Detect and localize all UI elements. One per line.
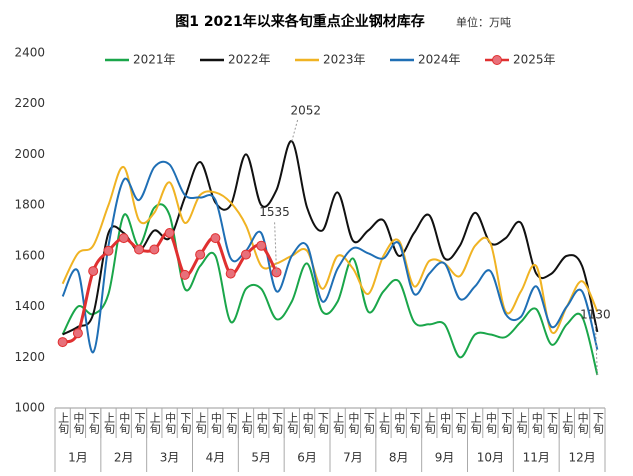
x-tick-label: 中旬 [209,412,222,435]
month-label: 9月 [435,451,455,465]
x-tick-label: 上旬 [515,412,528,435]
x-tick-label: 中旬 [484,412,497,435]
x-tick-label: 中旬 [164,412,177,435]
x-tick-label: 中旬 [530,412,543,435]
x-tick-label: 中旬 [393,412,406,435]
x-tick-label: 下旬 [454,412,467,435]
x-tick-label: 上旬 [194,412,207,435]
series-line [61,166,599,335]
leader [274,220,278,273]
series-line [61,230,278,344]
y-tick-label: 1000 [14,401,45,415]
point [134,244,145,255]
month-label: 11月 [523,451,550,465]
x-tick-label: 下旬 [225,412,238,435]
legend-label: 2021年 [133,53,176,67]
y-tick-label: 2400 [14,46,45,60]
y-tick-label: 1600 [14,248,45,262]
leader [291,119,299,142]
x-tick-label: 下旬 [133,412,146,435]
x-tick-label: 中旬 [118,412,131,435]
point [149,244,160,255]
x-tick-label: 中旬 [72,412,85,435]
x-tick-label: 下旬 [500,412,513,435]
point [195,249,206,260]
x-tick-label: 上旬 [148,412,161,435]
legend-marker [492,55,502,65]
month-label: 6月 [297,451,317,465]
x-tick-label: 下旬 [271,412,284,435]
month-label: 1月 [68,451,88,465]
y-tick-label: 1200 [14,350,45,364]
x-tick-label: 下旬 [87,412,100,435]
data-label: 2052 [291,104,322,118]
month-label: 12月 [568,451,595,465]
x-tick-label: 上旬 [57,412,70,435]
x-tick-label: 上旬 [561,412,574,435]
x-tick-label: 上旬 [332,412,345,435]
x-tick-label: 上旬 [423,412,436,435]
x-tick-label: 下旬 [546,412,559,435]
unit: 单位：万吨 [456,15,511,29]
leader [594,323,598,376]
point [103,245,114,256]
month-label: 4月 [206,451,226,465]
x-tick-label: 下旬 [591,412,604,435]
x-tick-label: 中旬 [576,412,589,435]
x-tick-label: 上旬 [286,412,299,435]
series-line [61,160,599,354]
series-line [62,140,599,336]
month-label: 10月 [477,451,504,465]
y-tick-label: 1800 [14,198,45,212]
legend-label: 2022年 [228,53,271,67]
month-label: 7月 [343,451,363,465]
month-label: 8月 [389,451,409,465]
x-tick-label: 上旬 [240,412,253,435]
month-label: 2月 [114,451,134,465]
data-label: 1535 [259,205,290,219]
x-tick-label: 中旬 [255,412,268,435]
x-tick-label: 中旬 [301,412,314,435]
point [164,228,175,239]
x-tick-label: 下旬 [316,412,329,435]
x-tick-label: 上旬 [102,412,115,435]
x-tick-label: 下旬 [362,412,375,435]
point [88,266,99,277]
point [240,249,251,260]
point [57,337,68,348]
data-label: 1130 [580,308,611,322]
point [179,269,190,280]
point [225,268,236,279]
x-tick-label: 上旬 [469,412,482,435]
y-tick-label: 2000 [14,147,45,161]
x-tick-label: 上旬 [377,412,390,435]
x-tick-label: 中旬 [439,412,452,435]
y-tick-label: 2200 [14,96,45,110]
month-label: 5月 [251,451,271,465]
point [72,328,83,339]
month-label: 3月 [160,451,180,465]
point [118,233,129,244]
chart-title: 图1 2021年以来各旬重点企业钢材库存 [175,13,425,30]
x-tick-label: 下旬 [179,412,192,435]
y-tick-label: 1400 [14,299,45,313]
point [210,233,221,244]
x-tick-label: 下旬 [408,412,421,435]
x-tick-label: 中旬 [347,412,360,435]
point [256,240,267,251]
legend-label: 2025年 [513,53,556,67]
legend-label: 2023年 [323,53,366,67]
series-line [61,203,599,376]
legend-label: 2024年 [418,53,461,67]
